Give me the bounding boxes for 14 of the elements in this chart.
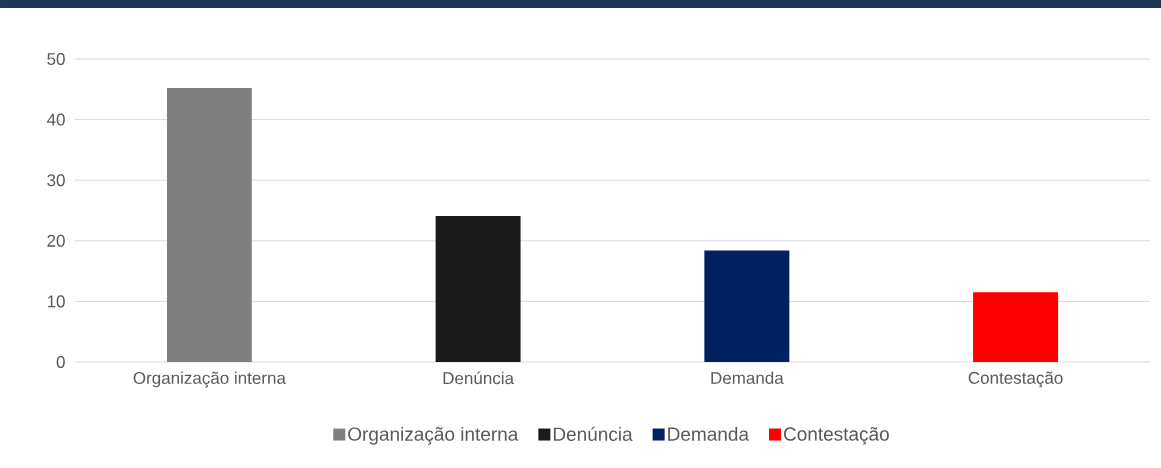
y-tick-label: 50 <box>47 52 65 66</box>
y-tick-label: 30 <box>47 174 65 187</box>
x-tick-label: Denúncia <box>443 371 515 385</box>
legend-label: Organização interna <box>348 426 519 445</box>
legend-label: Contestação <box>783 426 889 445</box>
x-tick-label: Demanda <box>711 371 784 385</box>
legend-label: Demanda <box>668 426 749 441</box>
y-tick-label: 20 <box>47 234 65 247</box>
x-tick-label: Contestação <box>968 371 1063 388</box>
y-tick-label: 0 <box>56 355 65 369</box>
x-tick-label: Organização interna <box>133 371 286 388</box>
y-tick-label: 40 <box>46 113 65 126</box>
y-tick-label: 10 <box>47 295 65 308</box>
legend-label: Denúncia <box>553 426 633 441</box>
